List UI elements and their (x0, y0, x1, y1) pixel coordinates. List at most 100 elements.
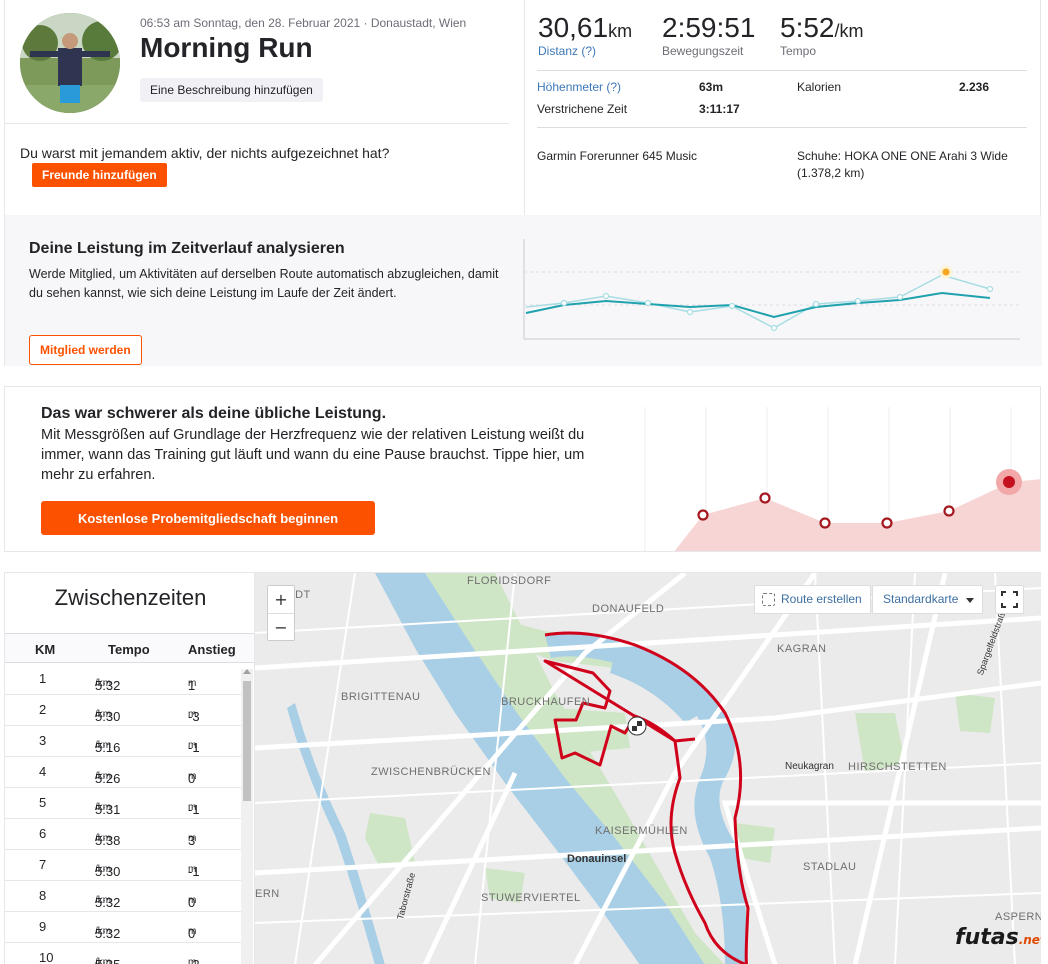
elapsed-value: 3:11:17 (699, 102, 740, 116)
route-icon (762, 593, 775, 606)
split-row: 1 5:32 /km 1 m (5, 664, 241, 695)
map-label-hirschstetten: HIRSCHSTETTEN (848, 761, 947, 773)
avatar[interactable] (20, 13, 120, 113)
scroll-up-arrow[interactable] (243, 669, 251, 674)
map-label-ern: ERN (255, 888, 280, 900)
activity-header-card: 06:53 am Sonntag, den 28. Februar 2021 ·… (4, 0, 1042, 366)
moving-time-value: 2:59:51 (662, 12, 756, 43)
activity-meta: 06:53 am Sonntag, den 28. Februar 2021 ·… (140, 16, 467, 30)
shoes-distance: (1.378,2 km) (797, 166, 865, 180)
pace-stat: 5:52/km Tempo (780, 12, 864, 58)
split-row: 6 5:38 /km 3 m (5, 819, 241, 850)
activity-title: Morning Run (140, 32, 313, 63)
divider (537, 70, 1027, 71)
map-canvas[interactable] (255, 573, 1041, 964)
together-question: Du warst mit jemandem aktiv, der nichts … (20, 145, 390, 161)
performance-upsell: Deine Leistung im Zeitverlauf analysiere… (5, 215, 1042, 366)
map-label-bruckhaufen: BRUCKHAUFEN (501, 696, 591, 708)
map-label-donaufeld: DONAUFELD (592, 603, 665, 615)
relative-effort-title: Das war schwerer als deine übliche Leist… (41, 405, 387, 422)
alte-donau (545, 632, 747, 964)
route-map[interactable]: FLORIDSDORF STADT DONAUFELD KAGRAN BRIGI… (255, 572, 1041, 964)
danube-river (375, 573, 705, 964)
divider (5, 123, 509, 124)
map-label-stadlau: STADLAU (803, 861, 857, 873)
device-name: Garmin Forerunner 645 Music (537, 149, 698, 163)
scrollbar-thumb[interactable] (243, 681, 251, 801)
map-label-donauinsel: Donauinsel (567, 853, 627, 865)
split-row: 105:35 /km-2 m (5, 943, 241, 964)
distance-label[interactable]: Distanz (?) (538, 44, 597, 58)
performance-series (525, 291, 991, 319)
pace-label: Tempo (780, 44, 817, 58)
performance-series-faint (525, 274, 991, 329)
start-trial-button[interactable]: Kostenlose Probemitgliedschaft beginnen (41, 501, 375, 535)
distance-unit: km (608, 21, 633, 41)
shoes-name: Schuhe: HOKA ONE ONE Arahi 3 Wide (797, 149, 1008, 163)
map-label-aspern: ASPERN (995, 911, 1041, 923)
splits-title: Zwischenzeiten (54, 585, 207, 610)
relative-effort-chart (644, 407, 1040, 551)
split-km: 3 (39, 733, 47, 748)
map-type-select[interactable]: Standardkarte (872, 585, 984, 614)
split-km: 6 (39, 826, 47, 841)
map-label-neukagran: Neukagran (785, 761, 834, 772)
distance-stat: 30,61km Distanz (?) (538, 12, 632, 58)
route-line (543, 631, 750, 964)
splits-header: KM Tempo Anstieg (5, 633, 254, 663)
moving-time-label: Bewegungszeit (662, 44, 744, 58)
calories-value: 2.236 (959, 80, 990, 94)
fullscreen-button[interactable] (995, 585, 1024, 614)
pace-unit: /km (834, 21, 864, 41)
relative-effort-text: Mit Messgrößen auf Grundlage der Herzfre… (41, 427, 585, 483)
map-label-kaisermuehlen: KAISERMÜHLEN (595, 825, 688, 837)
splits-scrollbar[interactable] (241, 669, 253, 964)
split-row: 3 5:16 /km -1 m (5, 726, 241, 757)
map-label-brigittenau: BRIGITTENAU (341, 691, 421, 703)
distance-value: 30,61 (538, 12, 609, 43)
split-km: 9 (39, 919, 47, 934)
divider (537, 127, 1027, 128)
splits-list[interactable]: 1 5:32 /km 1 m 2 5:30 /km -3 m 3 5:16 /km -1 m 4 5… (5, 664, 241, 964)
map-label-stuwerviertel: STUWERVIERTEL (481, 892, 581, 904)
split-km: 2 (39, 702, 47, 717)
become-member-button[interactable]: Mitglied werden (29, 335, 142, 365)
pace-value: 5:52 (780, 12, 835, 43)
fullscreen-icon (1001, 591, 1018, 608)
split-row: 7 5:30 /km -1 m (5, 850, 241, 881)
split-km: 10 (39, 950, 54, 964)
create-route-label: Route erstellen (781, 592, 862, 606)
col-km: KM (35, 642, 56, 657)
split-row: 9 5:32 /km 0 m (5, 912, 241, 943)
create-route-button[interactable]: Route erstellen (754, 585, 871, 614)
performance-highlight-point (939, 265, 953, 279)
zoom-controls: + − (267, 585, 295, 641)
col-pace: Tempo (108, 642, 150, 657)
elevation-value: 63m (699, 80, 724, 94)
map-label-zwischenbruecken: ZWISCHENBRÜCKEN (371, 766, 491, 778)
finish-flag-icon (627, 716, 647, 736)
map-label-floridsdorf: FLORIDSDORF (467, 575, 552, 587)
relative-effort-card[interactable]: Das war schwerer als deine übliche Leist… (4, 386, 1041, 552)
activity-stats: 30,61km Distanz (?) 2:59:51 Bewegungszei… (524, 0, 1042, 215)
split-km: 1 (39, 671, 47, 686)
performance-chart (523, 239, 1020, 340)
split-km: 4 (39, 764, 47, 779)
split-row: 2 5:30 /km -3 m (5, 695, 241, 726)
calories-label: Kalorien (797, 80, 842, 94)
add-description-button[interactable]: Eine Beschreibung hinzufügen (140, 78, 323, 102)
split-row: 5 5:31 /km -1 m (5, 788, 241, 819)
elevation-label[interactable]: Höhenmeter (?) (537, 80, 622, 94)
chevron-down-icon (966, 598, 975, 603)
performance-text: Werde Mitglied, um Aktivitäten auf derse… (29, 267, 499, 300)
moving-time-stat: 2:59:51 Bewegungszeit (662, 12, 755, 58)
elapsed-label: Verstrichene Zeit (537, 102, 628, 116)
zoom-in-button[interactable]: + (268, 586, 294, 613)
map-label-kagran: KAGRAN (777, 643, 827, 655)
activity-summary: 06:53 am Sonntag, den 28. Februar 2021 ·… (5, 0, 524, 215)
zoom-out-button[interactable]: − (268, 613, 294, 640)
add-friends-button[interactable]: Freunde hinzufügen (32, 163, 167, 187)
split-row: 8 5:32 /km 0 m (5, 881, 241, 912)
split-km: 8 (39, 888, 47, 903)
relative-effort-area (674, 479, 1040, 551)
